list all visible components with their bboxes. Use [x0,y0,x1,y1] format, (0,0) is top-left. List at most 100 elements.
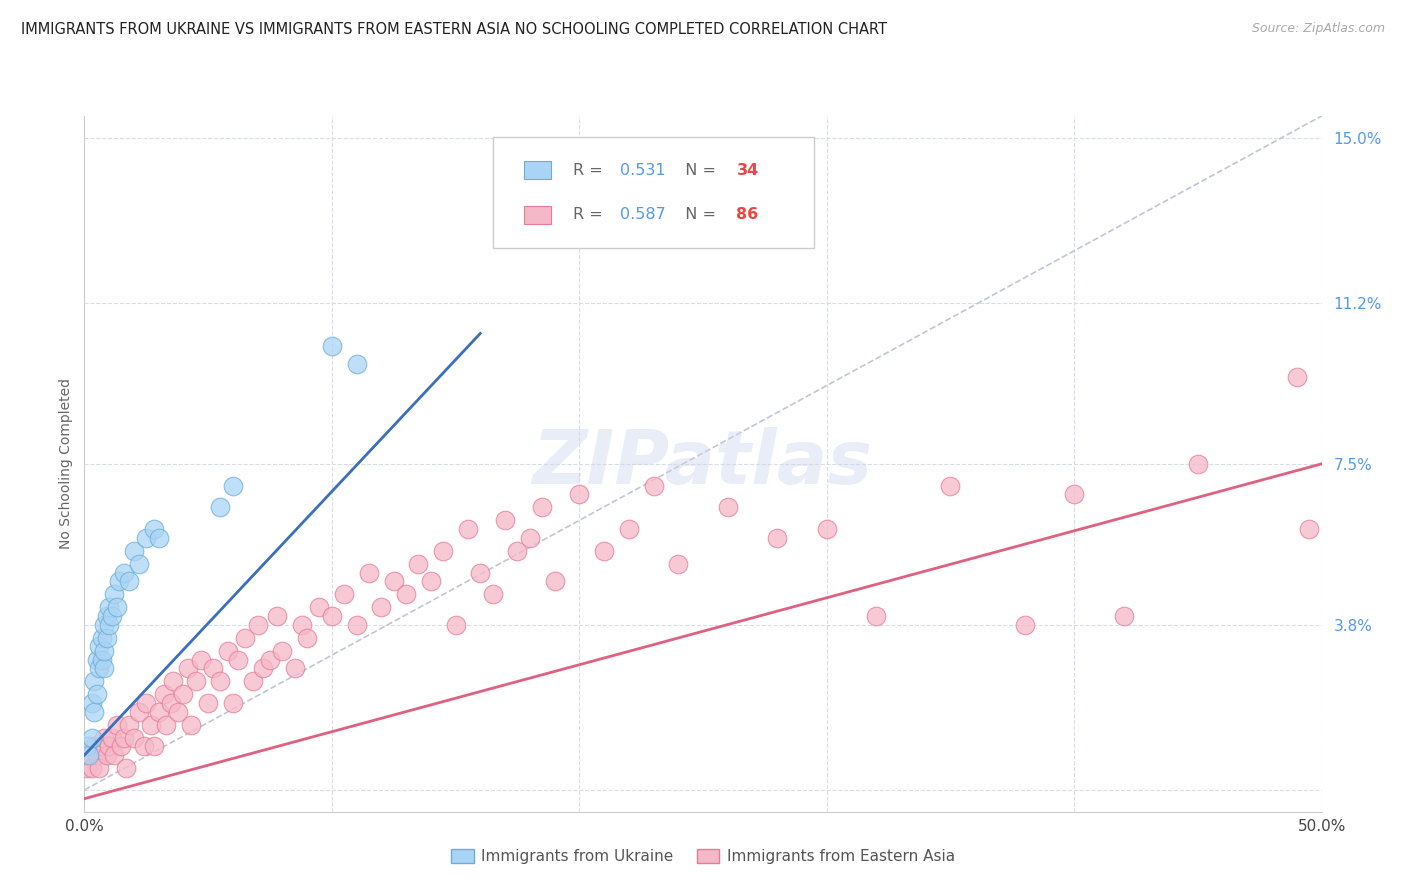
Point [80,696,103,710]
Point [100,731,122,745]
Point [86,748,108,763]
Point [333,587,356,601]
Point [419,574,441,589]
Legend: Immigrants from Ukraine, Immigrants from Eastern Asia: Immigrants from Ukraine, Immigrants from… [444,843,962,871]
Point [643,478,665,492]
Point [83,739,105,754]
Point [132,739,155,754]
Point [308,600,330,615]
Point [90,652,112,666]
Point [593,543,616,558]
Point [666,557,689,571]
Point [135,531,157,545]
Point [142,522,165,536]
Point [105,717,128,731]
Point [321,339,343,353]
Point [90,739,112,754]
Point [167,705,190,719]
Point [118,717,141,731]
Point [93,731,115,745]
Point [79,748,101,763]
Point [222,696,245,710]
Point [118,574,141,589]
Text: 34: 34 [737,162,759,178]
Point [617,522,640,536]
Bar [523,161,551,178]
Point [83,674,105,689]
Y-axis label: No Schooling Completed: No Schooling Completed [59,378,73,549]
Point [180,717,202,731]
Point [152,687,174,701]
Point [271,644,294,658]
Point [79,748,101,763]
Point [80,731,103,745]
Point [209,674,232,689]
Point [112,566,135,580]
Point [939,478,962,492]
Point [105,600,128,615]
Point [531,500,554,515]
Point [122,731,145,745]
Text: 0.531: 0.531 [620,162,665,178]
Point [141,717,163,731]
Point [90,631,112,645]
Point [1063,487,1085,501]
Point [506,543,529,558]
Point [184,674,207,689]
Point [96,631,118,645]
Point [717,500,740,515]
Point [321,609,343,624]
Point [222,478,245,492]
Point [190,652,212,666]
Point [1187,457,1209,471]
Point [89,761,111,775]
Point [395,587,418,601]
Bar [523,206,551,224]
Point [370,600,392,615]
Point [233,631,256,645]
Point [155,717,177,731]
Point [408,557,430,571]
Point [481,587,503,601]
Point [382,574,405,589]
Point [494,513,516,527]
Text: R =: R = [574,162,607,178]
Text: IMMIGRANTS FROM UKRAINE VS IMMIGRANTS FROM EASTERN ASIA NO SCHOOLING COMPLETED C: IMMIGRANTS FROM UKRAINE VS IMMIGRANTS FR… [21,22,887,37]
Point [252,661,274,675]
Point [444,617,467,632]
Point [177,661,200,675]
Point [815,522,838,536]
Point [98,739,121,754]
Point [83,705,105,719]
Point [128,557,150,571]
Point [110,739,132,754]
Point [242,674,264,689]
Point [148,705,170,719]
Point [128,705,150,719]
Point [103,587,125,601]
Point [108,574,131,589]
Point [543,574,565,589]
Point [357,566,380,580]
Point [1112,609,1135,624]
Point [89,661,111,675]
Text: R =: R = [574,208,607,222]
Point [76,739,98,754]
Point [162,674,184,689]
Point [103,748,125,763]
Point [115,761,138,775]
Point [86,652,108,666]
Point [457,522,479,536]
Point [142,739,165,754]
Point [346,617,368,632]
Point [519,531,541,545]
Point [160,696,183,710]
Point [295,631,318,645]
Point [100,609,122,624]
Point [98,617,121,632]
Point [80,761,103,775]
Point [135,696,157,710]
Point [197,696,219,710]
FancyBboxPatch shape [492,136,814,248]
Text: N =: N = [675,162,721,178]
